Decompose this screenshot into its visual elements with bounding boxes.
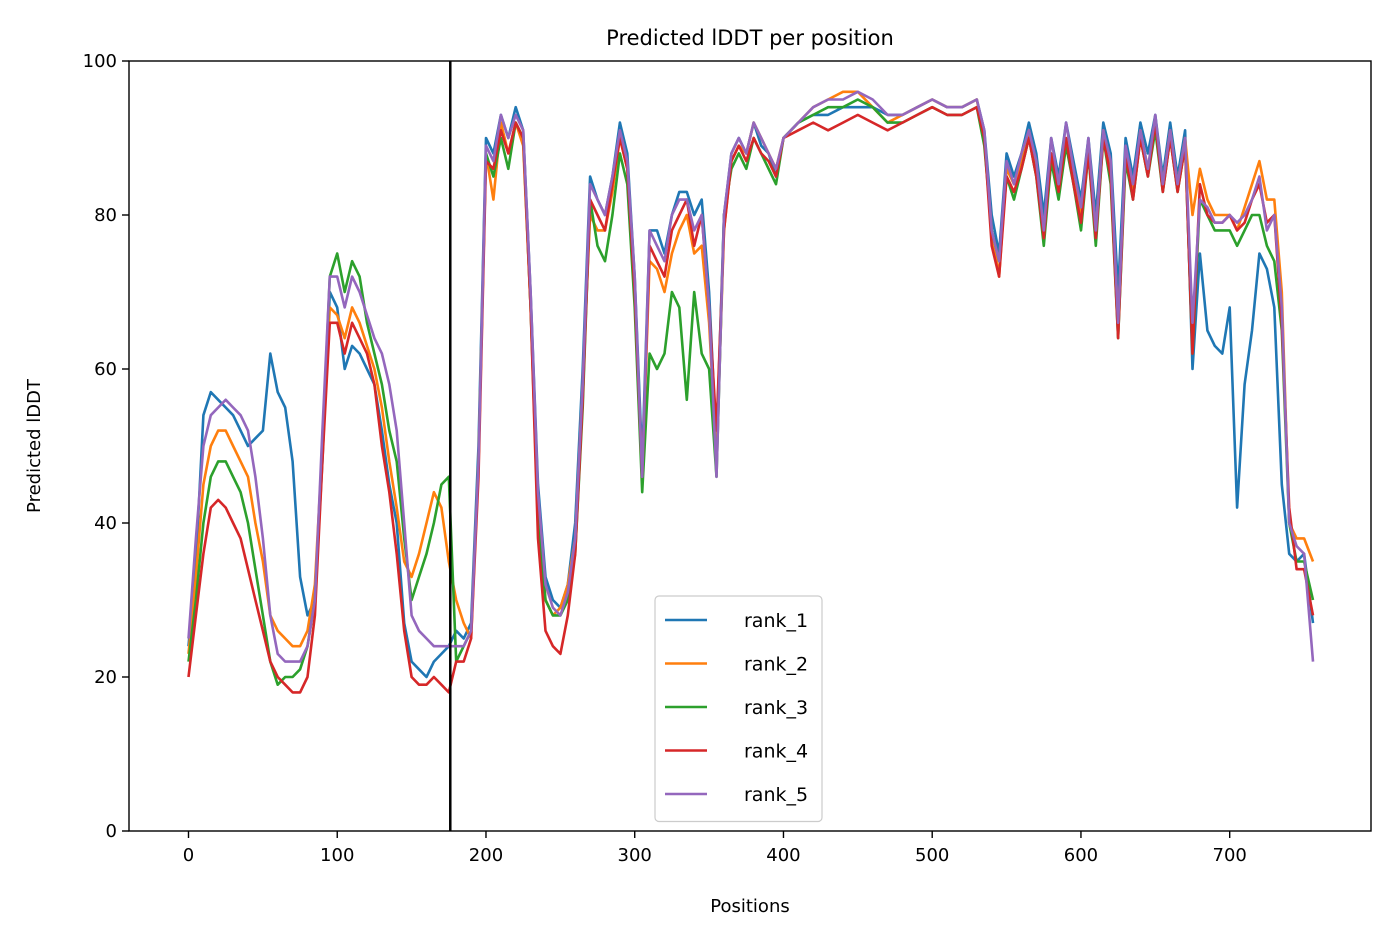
plot-area [128,60,1372,832]
x-tick-label: 100 [320,845,354,866]
legend-label-rank_4: rank_4 [744,741,808,763]
x-tick-label: 600 [1064,845,1098,866]
x-axis-label: Positions [710,896,789,917]
x-tick-label: 700 [1213,845,1247,866]
y-tick-label: 100 [83,51,117,72]
x-tick-label: 400 [766,845,800,866]
y-tick-label: 80 [94,205,117,226]
series-line-rank_1 [187,98,1315,679]
legend-label-rank_5: rank_5 [744,784,808,806]
plot-frame [128,60,1372,832]
legend-label-rank_3: rank_3 [744,697,808,719]
series-layer [187,90,1315,694]
series-line-rank_2 [187,90,1315,655]
y-tick-label: 0 [106,821,117,842]
legend-label-rank_2: rank_2 [744,654,808,676]
legend-box [654,595,823,823]
legend: rank_1 rank_2 rank_3 rank_4 rank_5 [654,595,823,823]
x-tick-label: 0 [183,845,194,866]
chart-title: Predicted lDDT per position [606,26,894,50]
legend-label-rank_1: rank_1 [744,610,808,632]
y-tick-label: 60 [94,359,117,380]
x-axis: 0 100 200 300 400 500 600 700 [183,831,1247,866]
series-line-rank_5 [187,90,1315,663]
y-axis: 0 20 40 60 80 100 [83,51,129,842]
y-axis-label: Predicted lDDT [24,378,45,513]
y-tick-label: 40 [94,513,117,534]
x-tick-label: 200 [469,845,503,866]
x-tick-label: 300 [618,845,652,866]
x-tick-label: 500 [915,845,949,866]
y-tick-label: 20 [94,667,117,688]
